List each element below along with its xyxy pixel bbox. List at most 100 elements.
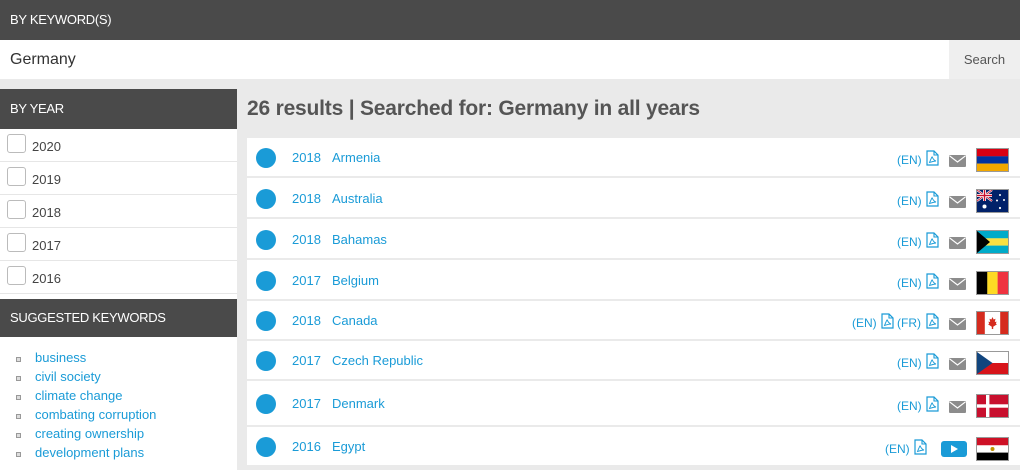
year-label: 2019 — [32, 172, 61, 187]
status-dot-icon — [256, 271, 276, 291]
status-dot-icon — [256, 230, 276, 250]
flag-australia-icon — [976, 189, 1009, 213]
result-country-link[interactable]: Canada — [332, 313, 378, 328]
result-row: 2017 Belgium (EN) — [247, 260, 1020, 301]
result-country-link[interactable]: Armenia — [332, 150, 381, 165]
mail-icon[interactable] — [949, 195, 966, 208]
bullet-icon — [16, 357, 21, 362]
keyword-link[interactable]: climate change — [0, 388, 237, 407]
mail-icon[interactable] — [949, 236, 966, 249]
video-icon[interactable] — [941, 441, 967, 457]
document-language-link[interactable]: (EN) — [852, 316, 877, 330]
result-row: 2017 Denmark (EN) — [247, 381, 1020, 427]
flag-armenia-icon — [976, 148, 1009, 172]
result-year[interactable]: 2018 — [292, 313, 321, 328]
year-filter-row[interactable]: 2017 — [0, 228, 237, 261]
results-list: 2018 Armenia (EN) 2018 Australia (EN) 2018 Baha… — [247, 138, 1020, 467]
year-filter-row[interactable]: 2018 — [0, 195, 237, 228]
mail-icon[interactable] — [949, 357, 966, 370]
keyword-link[interactable]: combating corruption — [0, 407, 237, 426]
pdf-icon[interactable] — [926, 313, 939, 329]
pdf-icon[interactable] — [926, 232, 939, 248]
document-language-link[interactable]: (EN) — [885, 442, 910, 456]
keyword-link[interactable]: business — [0, 350, 237, 369]
flag-canada-icon — [976, 311, 1009, 335]
result-year[interactable]: 2018 — [292, 191, 321, 206]
result-country-link[interactable]: Egypt — [332, 439, 366, 454]
year-checkbox[interactable] — [7, 167, 26, 186]
result-country-link[interactable]: Belgium — [332, 273, 379, 288]
sidebar: BY YEAR 2020 2019 2018 2017 2016 SUGGEST… — [0, 89, 237, 470]
status-dot-icon — [256, 437, 276, 457]
pdf-icon[interactable] — [926, 150, 939, 166]
result-row: 2018 Bahamas (EN) — [247, 219, 1020, 260]
year-checkbox[interactable] — [7, 233, 26, 252]
document-language-link[interactable]: (EN) — [897, 276, 922, 290]
document-language-link[interactable]: (EN) — [897, 399, 922, 413]
result-country-link[interactable]: Bahamas — [332, 232, 387, 247]
keyword-link[interactable]: creating ownership — [0, 426, 237, 445]
keyword-link[interactable]: development plans — [0, 445, 237, 464]
mail-icon[interactable] — [949, 400, 966, 413]
pdf-icon[interactable] — [926, 191, 939, 207]
result-row: 2018 Armenia (EN) — [247, 138, 1020, 178]
suggested-keywords-list: business civil society climate change co… — [0, 337, 237, 464]
pdf-icon[interactable] — [926, 273, 939, 289]
result-year[interactable]: 2017 — [292, 353, 321, 368]
status-dot-icon — [256, 189, 276, 209]
status-dot-icon — [256, 148, 276, 168]
document-language-link[interactable]: (EN) — [897, 153, 922, 167]
year-filter-header: BY YEAR — [0, 89, 237, 129]
year-filter-row[interactable]: 2016 — [0, 261, 237, 294]
document-language-link[interactable]: (EN) — [897, 194, 922, 208]
pdf-icon[interactable] — [914, 439, 927, 455]
result-row: 2016 Egypt (EN) — [247, 427, 1020, 467]
document-language-link[interactable]: (EN) — [897, 235, 922, 249]
keyword-section-header: BY KEYWORD(S) — [0, 0, 1020, 40]
result-row: 2018 Canada (FR) (EN) — [247, 301, 1020, 341]
year-checkbox[interactable] — [7, 266, 26, 285]
status-dot-icon — [256, 311, 276, 331]
flag-egypt-icon — [976, 437, 1009, 461]
document-language-link[interactable]: (FR) — [897, 316, 921, 330]
mail-icon[interactable] — [949, 154, 966, 167]
result-year[interactable]: 2018 — [292, 150, 321, 165]
suggested-keywords-header: SUGGESTED KEYWORDS — [0, 299, 237, 337]
search-bar: Search — [0, 40, 1020, 79]
pdf-icon[interactable] — [926, 353, 939, 369]
search-button[interactable]: Search — [949, 40, 1020, 79]
flag-belgium-icon — [976, 271, 1009, 295]
bullet-icon — [16, 376, 21, 381]
flag-bahamas-icon — [976, 230, 1009, 254]
year-label: 2020 — [32, 139, 61, 154]
pdf-icon[interactable] — [881, 313, 894, 329]
result-year[interactable]: 2017 — [292, 273, 321, 288]
flag-denmark-icon — [976, 394, 1009, 418]
bullet-icon — [16, 414, 21, 419]
result-country-link[interactable]: Czech Republic — [332, 353, 424, 368]
pdf-icon[interactable] — [926, 396, 939, 412]
bullet-icon — [16, 395, 21, 400]
result-row: 2017 Czech Republic (EN) — [247, 341, 1020, 381]
status-dot-icon — [256, 351, 276, 371]
year-label: 2017 — [32, 238, 61, 253]
result-country-link[interactable]: Denmark — [332, 396, 385, 411]
year-checkbox[interactable] — [7, 134, 26, 153]
results-summary: 26 results | Searched for: Germany in al… — [247, 97, 700, 120]
keyword-section-label: BY KEYWORD(S) — [10, 12, 112, 27]
mail-icon[interactable] — [949, 277, 966, 290]
year-filter-row[interactable]: 2020 — [0, 129, 237, 162]
result-year[interactable]: 2017 — [292, 396, 321, 411]
search-input[interactable] — [0, 40, 949, 79]
year-filter-row[interactable]: 2019 — [0, 162, 237, 195]
bullet-icon — [16, 452, 21, 457]
result-year[interactable]: 2018 — [292, 232, 321, 247]
keyword-link[interactable]: civil society — [0, 369, 237, 388]
result-country-link[interactable]: Australia — [332, 191, 383, 206]
result-year[interactable]: 2016 — [292, 439, 321, 454]
mail-icon[interactable] — [949, 317, 966, 330]
document-language-link[interactable]: (EN) — [897, 356, 922, 370]
status-dot-icon — [256, 394, 276, 414]
year-label: 2016 — [32, 271, 61, 286]
year-checkbox[interactable] — [7, 200, 26, 219]
